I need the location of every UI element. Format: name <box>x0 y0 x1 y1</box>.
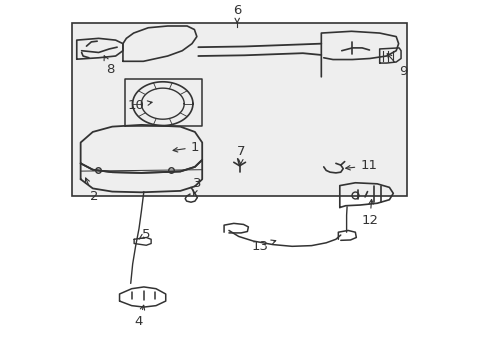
Text: 8: 8 <box>104 56 115 76</box>
Text: 4: 4 <box>135 305 144 328</box>
Text: 11: 11 <box>345 159 376 172</box>
Text: 9: 9 <box>386 54 407 78</box>
Text: 12: 12 <box>361 199 378 227</box>
Text: 3: 3 <box>192 177 201 195</box>
Text: 1: 1 <box>173 141 199 154</box>
Text: 7: 7 <box>236 145 245 164</box>
Text: 10: 10 <box>128 99 152 112</box>
Text: 6: 6 <box>233 4 241 23</box>
Text: 2: 2 <box>85 178 98 203</box>
Text: 13: 13 <box>251 240 275 253</box>
FancyBboxPatch shape <box>72 23 407 196</box>
Text: 5: 5 <box>139 228 150 241</box>
